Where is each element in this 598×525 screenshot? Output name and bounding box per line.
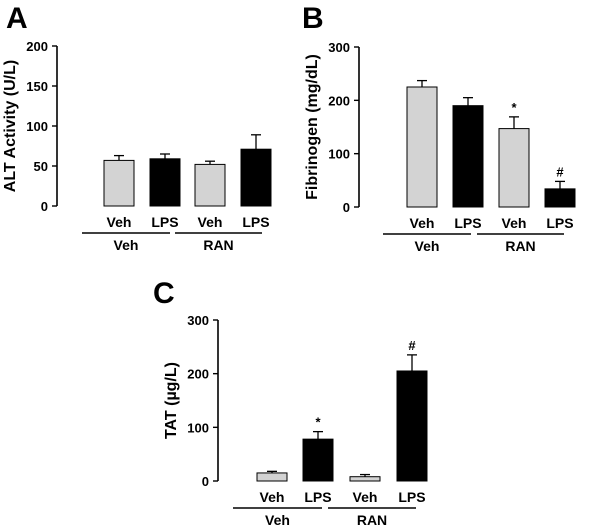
y-tick-label: 150 [26,79,48,94]
panel-b-letter: B [302,2,324,35]
panel-a: A 0 50 100 150 200 ALT Activity (U/L) Veh LPS Ve… [2,2,272,253]
y-axis-label: Fibrinogen (mg/dL) [304,54,321,200]
group-label: Veh [265,512,290,525]
y-tick-label: 100 [328,147,350,162]
panel-b: B 0 100 200 300 Fibrinogen (mg/dL) Veh LPS * Veh… [302,2,576,254]
y-tick-label: 200 [187,367,209,382]
category-label: Veh [198,214,223,230]
category-label: Veh [353,489,378,505]
category-label: LPS [151,214,178,230]
category-label: Veh [410,215,435,231]
y-tick-label: 0 [202,474,209,489]
panel-c-letter: C [153,277,175,310]
group-label: RAN [505,238,535,254]
group-label: RAN [203,237,233,253]
bar-veh-veh [103,159,135,207]
bar-ran-veh [194,163,226,207]
category-label: Veh [260,489,285,505]
y-tick-label: 0 [41,199,48,214]
y-tick-label: 100 [26,119,48,134]
group-label: Veh [114,237,139,253]
bar-veh-veh [406,86,438,208]
category-label: Veh [502,215,527,231]
group-label: Veh [415,238,440,254]
y-tick-label: 200 [328,93,350,108]
category-label: LPS [304,489,331,505]
category-label: LPS [398,489,425,505]
bar-ran-veh [498,128,530,208]
y-axis-label: ALT Activity (U/L) [2,60,19,192]
bar-veh-lps [452,105,484,208]
bar-ran-lps [240,148,272,207]
y-axis-label: TAT (µg/L) [163,362,180,439]
category-label: LPS [454,215,481,231]
panel-c: C 0 100 200 300 TAT (µg/L) Veh * LPS Veh # LPS Veh R… [153,277,428,525]
bar-ran-lps [396,370,428,482]
category-label: LPS [242,214,269,230]
significance-mark: * [511,100,517,115]
category-label: Veh [107,214,132,230]
significance-mark: * [315,415,321,430]
panel-a-letter: A [6,2,28,35]
significance-mark: # [408,338,416,353]
bar-veh-lps [149,158,181,207]
y-tick-label: 300 [328,40,350,55]
significance-mark: # [556,164,564,179]
bar-veh-lps [302,438,334,482]
category-label: LPS [546,215,573,231]
y-tick-label: 100 [187,420,209,435]
bar-veh-veh [256,472,288,482]
y-tick-label: 200 [26,39,48,54]
group-label: RAN [357,512,387,525]
bar-ran-lps [544,188,576,208]
y-tick-label: 0 [343,200,350,215]
y-tick-label: 50 [34,159,48,174]
y-tick-label: 300 [187,313,209,328]
bar-ran-veh [349,476,381,482]
